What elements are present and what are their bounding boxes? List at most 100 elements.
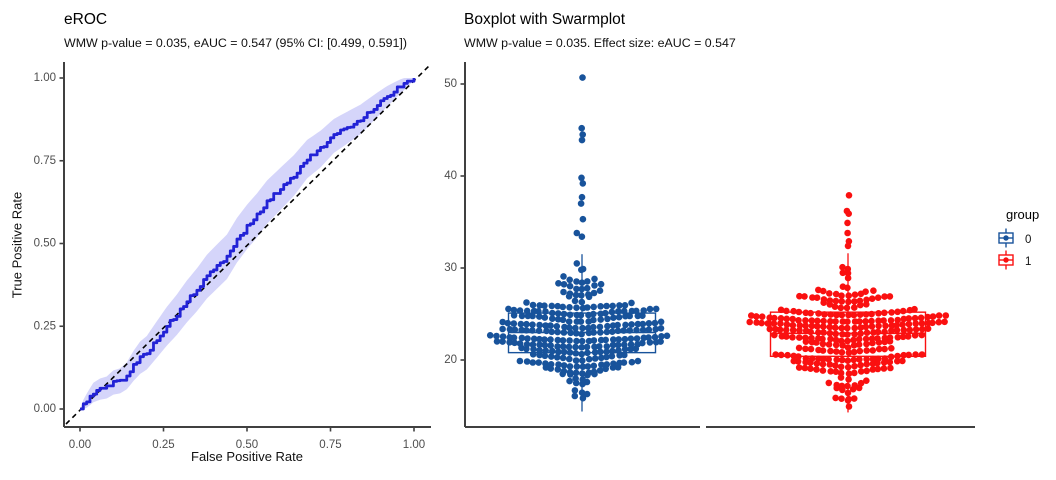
swarm-point-group0 <box>572 357 580 364</box>
swarm-point-group0 <box>615 336 622 343</box>
swarm-point-group1 <box>832 330 839 338</box>
swarm-point-group0 <box>620 307 628 315</box>
swarm-point-group0 <box>529 312 536 320</box>
swarm-point-group1 <box>862 311 870 318</box>
swarm-point-group0 <box>510 306 518 314</box>
swarm-point-group1 <box>845 349 853 357</box>
swarm-point-group0 <box>603 343 611 350</box>
swarm-point-group1 <box>881 309 888 317</box>
swarm-point-group1 <box>820 329 827 336</box>
swarm-point-group1 <box>820 323 827 330</box>
swarm-point-group1 <box>839 331 846 338</box>
swarm-point-group1 <box>838 337 845 345</box>
swarm-point-group1 <box>880 365 888 372</box>
swarm-point-group1 <box>777 315 785 322</box>
swarm-point-group0 <box>627 341 635 348</box>
swarm-point-group1 <box>825 341 833 348</box>
swarm-point-group1 <box>863 296 870 304</box>
swarm-point-group1 <box>802 317 809 324</box>
swarm-point-group1 <box>911 305 918 313</box>
swarm-point-group1 <box>863 377 870 385</box>
swarm-point-group0 <box>542 347 549 355</box>
swarm-point-group0 <box>609 302 616 310</box>
swarm-point-group0 <box>578 389 586 397</box>
swarm-point-group1 <box>845 311 852 319</box>
swarm-point-group0 <box>615 347 622 354</box>
swarm-point-group1 <box>777 320 784 327</box>
swarm-point-group1 <box>844 324 851 332</box>
swarm-point-group0 <box>566 311 574 319</box>
swarm-point-group0 <box>542 308 549 315</box>
swarm-point-group1 <box>827 368 834 375</box>
swarm-point-group0 <box>555 280 562 287</box>
swarm-point-group0 <box>608 308 616 316</box>
legend-title: group <box>1006 207 1040 222</box>
swarm-point-group0 <box>547 322 554 329</box>
swarm-point-group0 <box>536 347 543 354</box>
swarm-point-group1 <box>808 334 815 342</box>
swarm-point-group0 <box>579 215 587 223</box>
swarm-point-group0 <box>633 326 640 334</box>
swarm-point-group0 <box>609 328 616 336</box>
swarm-point-group1 <box>839 283 847 291</box>
swarm-point-group0 <box>529 327 536 334</box>
swarm-point-group0 <box>572 369 580 377</box>
swarm-point-group0 <box>597 280 605 288</box>
swarm-point-group0 <box>591 355 599 362</box>
swarm-point-group0 <box>549 315 556 323</box>
swarm-point-group0 <box>578 292 585 299</box>
swarm-point-group1 <box>783 315 790 323</box>
swarm-point-group0 <box>499 338 506 345</box>
swarm-point-group0 <box>597 348 604 356</box>
swarm-point-group1 <box>844 265 852 273</box>
swarm-point-group1 <box>863 367 870 375</box>
swarm-point-group1 <box>845 192 853 199</box>
swarm-point-group0 <box>516 340 524 347</box>
swarm-point-group0 <box>585 355 593 363</box>
swarm-point-group0 <box>506 326 514 333</box>
boxplot-glyph-icon-svg <box>998 228 1014 247</box>
swarm-point-group1 <box>912 326 920 333</box>
swarm-point-group0 <box>541 341 549 349</box>
swarm-point-group0 <box>584 363 592 370</box>
swarm-point-group1 <box>815 310 822 317</box>
swarm-point-group1 <box>832 318 839 325</box>
swarm-point-group1 <box>894 308 901 316</box>
swarm-point-group0 <box>577 200 585 207</box>
swarm-point-group1 <box>904 333 912 340</box>
swarm-point-group0 <box>578 285 586 293</box>
swarm-point-group1 <box>784 351 791 359</box>
swarm-point-group0 <box>523 299 530 306</box>
swarm-point-group0 <box>554 336 562 344</box>
swarm-point-group0 <box>559 303 567 311</box>
swarm-point-group1 <box>839 318 847 325</box>
swarm-point-group0 <box>559 354 567 362</box>
swarm-point-group1 <box>862 318 869 325</box>
swarm-point-group0 <box>566 355 573 363</box>
eroc-y-tick-label: 0.25 <box>34 320 56 332</box>
swarm-point-group0 <box>614 321 621 329</box>
swarm-point-group1 <box>815 329 822 336</box>
swarm-point-group0 <box>493 338 501 345</box>
swarm-point-group0 <box>615 308 622 315</box>
swarm-point-group0 <box>621 302 629 309</box>
swarm-point-group0 <box>583 343 591 351</box>
swarm-point-group1 <box>795 344 803 352</box>
swarm-point-group1 <box>918 331 926 339</box>
swarm-point-group1 <box>875 322 882 330</box>
swarm-point-group1 <box>857 330 864 337</box>
swarm-point-group1 <box>874 328 882 336</box>
swarm-point-group0 <box>590 289 598 297</box>
swarm-point-group0 <box>645 326 653 334</box>
swarm-point-group0 <box>598 354 605 362</box>
swarm-point-group0 <box>559 316 567 324</box>
swarm-point-group0 <box>579 394 587 402</box>
swarm-point-group1 <box>778 333 786 340</box>
swarm-point-group0 <box>622 321 629 329</box>
swarm-point-group0 <box>585 324 592 332</box>
swarm-point-group1 <box>832 324 839 332</box>
swarm-point-group1 <box>868 317 875 325</box>
swarm-point-group1 <box>795 364 803 371</box>
swarm-point-group1 <box>789 321 797 329</box>
swarm-point-group0 <box>573 318 581 325</box>
